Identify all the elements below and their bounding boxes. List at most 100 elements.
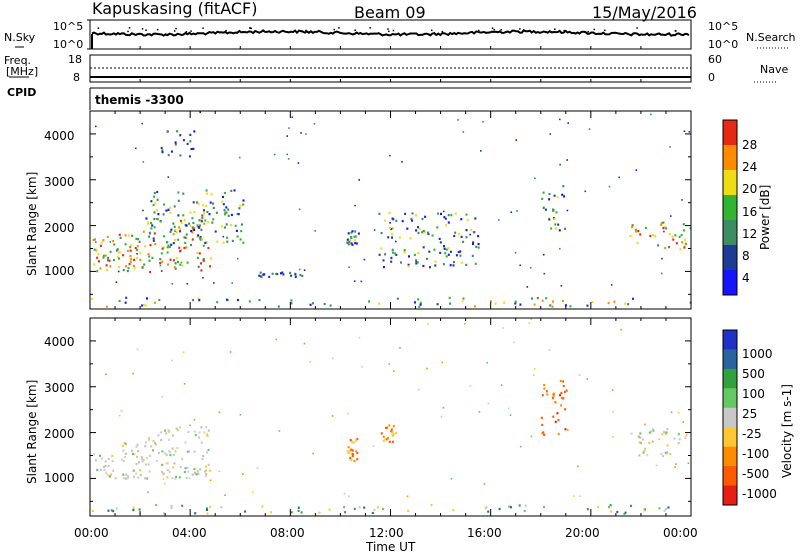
- power-echo: [437, 212, 439, 215]
- power-speckle: [688, 131, 691, 133]
- power-echo: [199, 238, 202, 241]
- power-echo: [434, 264, 437, 267]
- power-echo: [348, 240, 351, 244]
- velocity-echo: [200, 426, 203, 429]
- velocity-speckle: [239, 414, 242, 416]
- power-echo: [238, 207, 241, 210]
- velocity-echo: [377, 506, 379, 509]
- power-echo: [118, 299, 121, 303]
- power-echo: [198, 252, 201, 255]
- power-echo: [126, 249, 129, 252]
- power-echo: [203, 209, 205, 212]
- power-echo: [389, 226, 391, 229]
- velocity-speckle: [533, 374, 535, 376]
- velocity-echo: [120, 458, 123, 461]
- velocity-speckle: [620, 329, 623, 331]
- velocity-echo: [179, 465, 182, 469]
- velocity-echo: [155, 504, 158, 507]
- velocity-echo: [660, 452, 663, 455]
- velocity-echo: [122, 460, 125, 463]
- power-echo: [401, 220, 404, 223]
- power-echo: [624, 302, 627, 305]
- power-echo: [207, 246, 210, 250]
- velocity-echo: [220, 506, 223, 509]
- vel-cbar-tick-25: 25: [742, 407, 758, 421]
- power-echo: [161, 247, 164, 250]
- velocity-echo: [171, 477, 174, 480]
- power-echo: [552, 208, 555, 211]
- power-echo: [447, 214, 450, 217]
- power-echo: [548, 198, 551, 201]
- power-cbar-tick-28: 28: [742, 138, 758, 152]
- power-echo: [627, 303, 630, 306]
- noise-search-dot: [478, 29, 480, 32]
- velocity-echo: [663, 430, 666, 433]
- velocity-speckle: [670, 411, 673, 414]
- power-echo: [675, 242, 678, 245]
- power-echo: [153, 192, 156, 195]
- velocity-speckle: [463, 322, 466, 325]
- power-echo: [150, 222, 153, 225]
- velocity-echo: [137, 450, 140, 453]
- power-echo: [637, 230, 640, 233]
- power-echo: [199, 236, 202, 239]
- power-speckle: [199, 111, 201, 114]
- power-echo: [132, 264, 135, 267]
- velocity-echo: [181, 457, 184, 460]
- power-echo: [215, 211, 218, 214]
- velocity-echo: [351, 449, 354, 452]
- power-echo: [92, 239, 95, 242]
- power-echo: [167, 154, 170, 157]
- power-echo: [182, 214, 185, 217]
- velocity-echo: [205, 465, 207, 468]
- velocity-echo: [666, 428, 669, 431]
- velocity-echo: [371, 511, 374, 515]
- velocity-echo: [646, 454, 649, 457]
- power-echo: [172, 259, 175, 262]
- velocity-echo: [172, 453, 175, 457]
- noise-search-dot: [249, 27, 251, 29]
- velocity-echo: [388, 424, 391, 427]
- velocity-echo: [392, 425, 395, 428]
- power-echo: [127, 234, 130, 237]
- velocity-speckle: [573, 495, 575, 497]
- velocity-speckle: [548, 349, 551, 351]
- power-echo: [551, 305, 554, 308]
- velocity-echo: [206, 512, 209, 515]
- power-echo: [439, 251, 442, 254]
- power-speckle: [584, 190, 587, 193]
- power-panel-bg: [90, 111, 691, 309]
- velocity-colorbar-segment: [723, 330, 737, 350]
- power-echo: [201, 214, 204, 217]
- power-echo: [415, 262, 418, 265]
- velocity-echo: [382, 435, 385, 438]
- power-echo: [350, 236, 353, 239]
- noise-search-dot: [387, 28, 389, 30]
- velocity-echo: [140, 456, 143, 459]
- velocity-echo: [191, 473, 194, 476]
- power-echo: [233, 189, 236, 192]
- power-echo: [149, 270, 152, 274]
- power-echo: [231, 239, 234, 242]
- power-echo: [632, 297, 634, 300]
- power-echo: [391, 236, 393, 239]
- power-echo: [427, 231, 429, 234]
- power-echo: [192, 201, 195, 204]
- power-echo: [474, 262, 477, 265]
- power-speckle: [353, 280, 356, 282]
- power-echo: [161, 151, 164, 154]
- power-echo: [664, 246, 667, 250]
- velocity-echo: [125, 473, 128, 476]
- velocity-echo: [665, 507, 668, 510]
- power-echo: [542, 191, 545, 194]
- power-echo: [178, 246, 181, 249]
- power-speckle: [286, 135, 288, 137]
- velocity-echo: [297, 509, 300, 512]
- velocity-echo: [487, 510, 490, 513]
- power-echo: [392, 227, 395, 230]
- power-echo: [129, 246, 132, 249]
- power-speckle: [542, 253, 545, 256]
- velocity-echo: [207, 429, 210, 432]
- velocity-echo: [557, 418, 560, 422]
- velocity-speckle: [519, 445, 522, 448]
